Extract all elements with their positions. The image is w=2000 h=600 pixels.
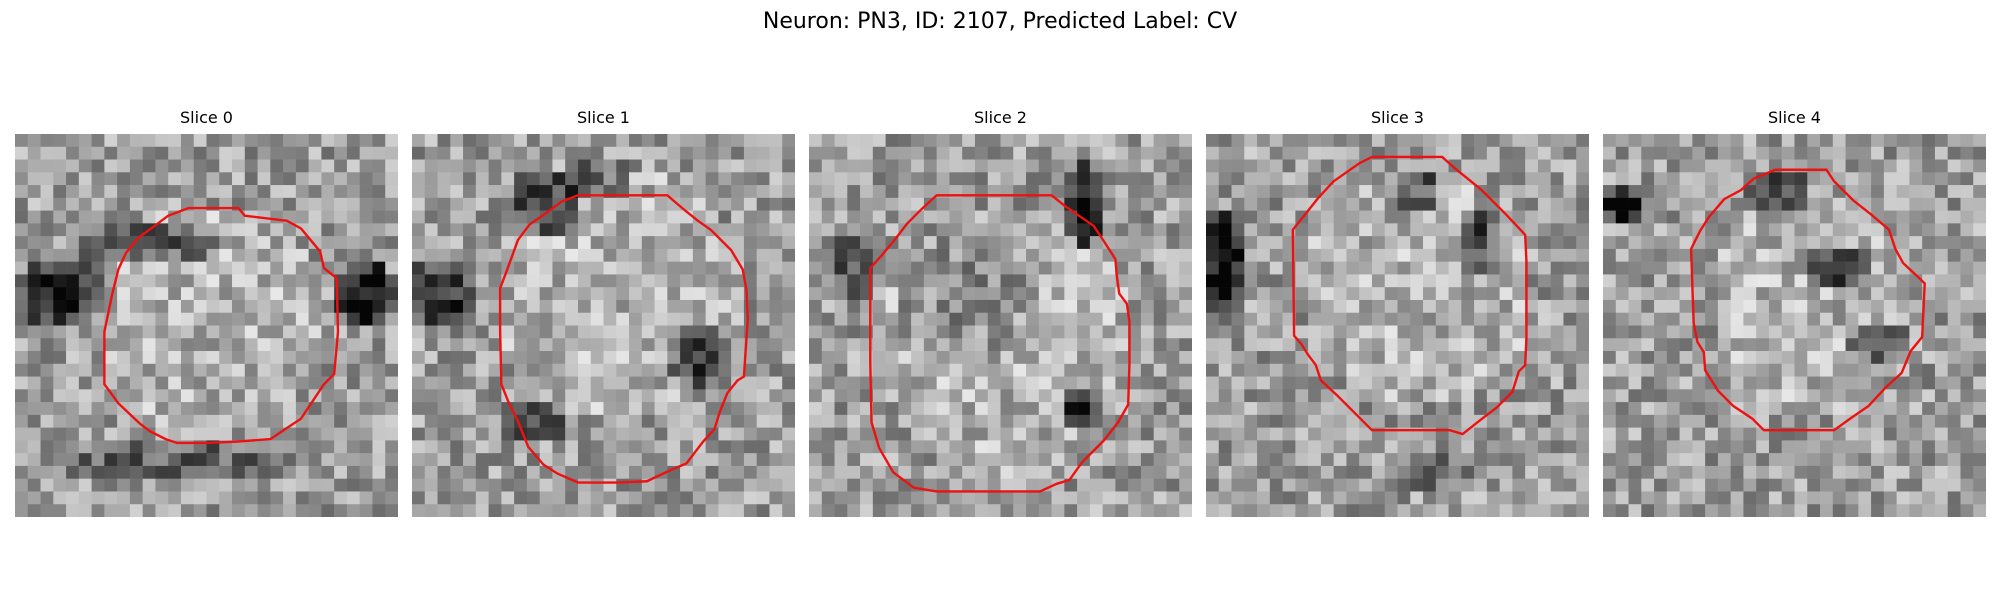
grayscale-pixels — [809, 134, 1192, 517]
grayscale-pixels — [1603, 134, 1986, 517]
slice-image — [1206, 134, 1589, 517]
slice-image — [15, 134, 398, 517]
segmentation-contour — [1691, 170, 1925, 430]
grayscale-pixels — [15, 134, 398, 517]
figure-title: Neuron: PN3, ID: 2107, Predicted Label: … — [762, 9, 1238, 34]
slice-title: Slice 3 — [1371, 108, 1424, 127]
slice-title: Slice 4 — [1768, 108, 1821, 127]
segmentation-contour — [870, 195, 1129, 491]
slice-image — [1603, 134, 1986, 517]
slice-image — [412, 134, 795, 517]
slice-title: Slice 2 — [974, 108, 1027, 127]
grayscale-pixels — [412, 134, 795, 517]
grayscale-pixels — [1206, 134, 1589, 517]
slice-title: Slice 1 — [577, 108, 630, 127]
slice-panel-0: Slice 0 — [15, 108, 398, 517]
slice-image — [809, 134, 1192, 517]
slice-title: Slice 0 — [180, 108, 233, 127]
segmentation-contour — [1293, 157, 1527, 434]
segmentation-contour — [500, 195, 748, 482]
slice-panel-2: Slice 2 — [809, 108, 1192, 517]
slice-panel-1: Slice 1 — [412, 108, 795, 517]
segmentation-contour — [104, 208, 338, 443]
slice-panel-3: Slice 3 — [1206, 108, 1589, 517]
slice-panel-4: Slice 4 — [1603, 108, 1986, 517]
